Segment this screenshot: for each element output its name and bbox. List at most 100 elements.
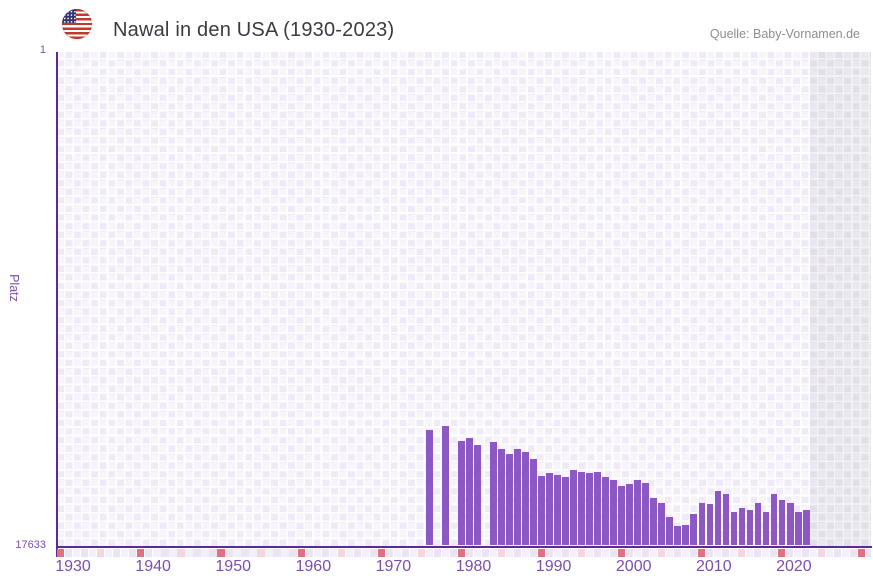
ruler-cell <box>689 548 698 557</box>
rank-bar-2011 <box>706 503 714 546</box>
ruler-cell <box>153 548 161 557</box>
y-axis-label: Platz <box>7 274 21 302</box>
rank-bar-1982 <box>474 445 482 546</box>
half-decade-marker-cell <box>497 548 505 557</box>
us-flag-icon <box>62 9 92 39</box>
ruler-cell <box>553 548 561 557</box>
ruler-cell <box>722 548 730 557</box>
decade-marker-cell <box>297 548 305 557</box>
ruler-cell <box>321 548 329 557</box>
ruler-cell <box>609 548 618 557</box>
rank-bar-2020 <box>778 499 786 546</box>
ruler-cell <box>866 548 871 557</box>
rank-bar-2010 <box>698 502 706 546</box>
x-tick-label-1990: 1990 <box>535 558 572 575</box>
rank-bar-1992 <box>554 474 562 546</box>
ruler-cell <box>201 548 209 557</box>
ruler-cell <box>569 548 578 557</box>
no-data-region <box>809 52 871 546</box>
rank-bar-2022 <box>794 512 802 546</box>
rank-bar-1994 <box>570 470 578 546</box>
ruler-cell <box>401 548 409 557</box>
decade-marker-cell <box>57 548 65 557</box>
ruler-cell <box>441 548 449 557</box>
rank-bar-2016 <box>746 509 754 546</box>
rank-bar-1990 <box>538 476 546 546</box>
half-decade-marker-cell <box>738 548 746 557</box>
ruler-cell <box>273 548 281 557</box>
ruler-cell <box>641 548 650 557</box>
half-decade-marker-cell <box>97 548 105 557</box>
x-tick-label-1930: 1930 <box>55 558 91 575</box>
ruler-cell <box>329 548 337 557</box>
decade-marker-cell <box>537 548 545 557</box>
rank-bar-2023 <box>802 509 810 546</box>
x-tick-label-2000: 2000 <box>615 558 652 575</box>
decade-marker-cell <box>137 548 145 557</box>
decade-marker-cell <box>217 548 225 557</box>
rank-bar-1998 <box>602 477 610 546</box>
ruler-cell <box>305 548 313 557</box>
ruler-cell <box>850 548 858 557</box>
ruler-cell <box>209 548 217 557</box>
half-decade-marker-cell <box>257 548 265 557</box>
rank-bar-2007 <box>674 526 682 546</box>
rank-bar-2005 <box>658 502 666 546</box>
ruler-cell <box>481 548 489 557</box>
ruler-cell <box>810 548 818 557</box>
x-tick-label-1940: 1940 <box>135 558 171 575</box>
x-tick-label-1970: 1970 <box>375 558 412 575</box>
rank-bar-1999 <box>610 480 618 546</box>
ruler-cell <box>233 548 241 557</box>
ruler-cell <box>353 548 361 557</box>
rank-bar-1981 <box>466 438 474 546</box>
ruler-cell <box>369 548 377 557</box>
ruler-cell <box>185 548 193 557</box>
ruler-cell <box>770 548 778 557</box>
ruler-cell <box>681 548 690 557</box>
ruler-cell <box>361 548 369 557</box>
ruler-cell <box>425 548 433 557</box>
rank-bar-2003 <box>642 483 650 546</box>
rank-bar-2008 <box>682 524 690 546</box>
x-tick-label-2020: 2020 <box>776 558 812 575</box>
ruler-cell <box>193 548 201 557</box>
ruler-cell <box>73 548 81 557</box>
rank-bar-2006 <box>666 516 674 546</box>
ruler-cell <box>545 548 553 557</box>
x-tick-label-1950: 1950 <box>215 558 251 575</box>
ruler-cell <box>625 548 634 557</box>
half-decade-marker-cell <box>337 548 345 557</box>
ruler-cell <box>826 548 834 557</box>
ruler-cell <box>449 548 457 557</box>
ruler-cell <box>409 548 417 557</box>
ruler-cell <box>714 548 722 557</box>
ruler-cell <box>289 548 297 557</box>
ruler-cell <box>121 548 129 557</box>
ruler-cell <box>145 548 153 557</box>
y-tick-best: 1 <box>39 44 46 56</box>
half-decade-marker-cell <box>177 548 185 557</box>
ruler-cell <box>313 548 321 557</box>
rank-bar-2012 <box>714 491 722 546</box>
half-decade-marker-cell <box>818 548 826 557</box>
rank-bar-1993 <box>562 477 570 546</box>
rank-bar-1987 <box>514 449 522 546</box>
rank-bar-2004 <box>650 498 658 546</box>
half-decade-marker-cell <box>417 548 425 557</box>
rank-bar-1995 <box>578 471 586 546</box>
ruler-cell <box>754 548 762 557</box>
ruler-cell <box>393 548 401 557</box>
ruler-cell <box>794 548 802 557</box>
x-tick-label-1960: 1960 <box>295 558 332 575</box>
ruler-cell <box>529 548 537 557</box>
decade-ruler <box>57 548 871 557</box>
ruler-cell <box>601 548 610 557</box>
half-decade-marker-cell <box>657 548 666 557</box>
decade-marker-cell <box>698 548 706 557</box>
ruler-cell <box>593 548 602 557</box>
rank-bar-2000 <box>618 485 626 546</box>
decade-marker-cell <box>858 548 866 557</box>
ruler-cell <box>673 548 682 557</box>
